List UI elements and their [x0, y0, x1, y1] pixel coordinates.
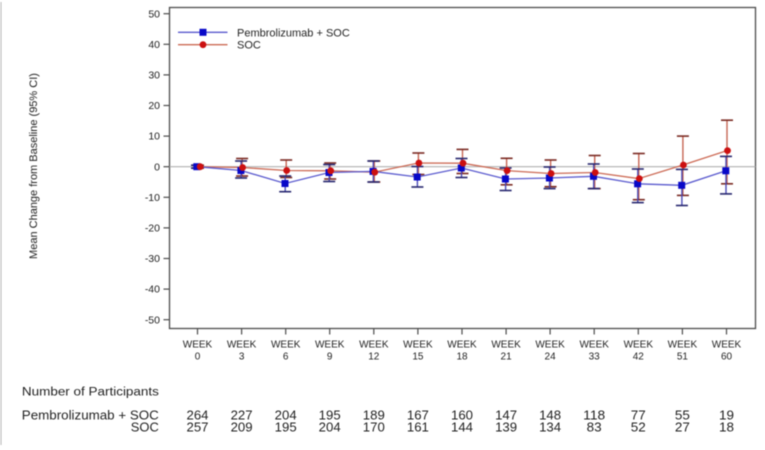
svg-text:WEEK: WEEK: [359, 340, 389, 351]
svg-text:Pembrolizumab + SOC: Pembrolizumab + SOC: [22, 409, 159, 423]
svg-text:WEEK: WEEK: [271, 340, 301, 351]
svg-text:77: 77: [631, 409, 646, 423]
svg-text:160: 160: [451, 409, 473, 423]
svg-text:WEEK: WEEK: [624, 340, 654, 351]
svg-text:WEEK: WEEK: [491, 340, 521, 351]
svg-text:257: 257: [187, 421, 209, 435]
svg-text:3: 3: [239, 352, 245, 363]
svg-text:83: 83: [587, 421, 602, 435]
svg-text:264: 264: [187, 409, 209, 423]
svg-text:118: 118: [583, 409, 605, 423]
svg-text:33: 33: [589, 352, 601, 363]
svg-text:-20: -20: [145, 223, 160, 235]
svg-text:-10: -10: [145, 192, 160, 204]
svg-text:24: 24: [545, 352, 557, 363]
svg-text:195: 195: [319, 409, 341, 423]
svg-text:60: 60: [721, 352, 733, 363]
svg-text:6: 6: [283, 352, 289, 363]
svg-text:WEEK: WEEK: [447, 340, 477, 351]
svg-text:161: 161: [407, 421, 429, 435]
svg-text:204: 204: [319, 421, 341, 435]
svg-text:SOC: SOC: [237, 40, 261, 52]
svg-text:51: 51: [677, 352, 689, 363]
svg-text:30: 30: [148, 70, 160, 82]
svg-text:12: 12: [368, 352, 380, 363]
svg-text:20: 20: [148, 100, 160, 112]
svg-text:40: 40: [148, 39, 160, 51]
svg-text:167: 167: [407, 409, 429, 423]
svg-text:204: 204: [275, 409, 297, 423]
svg-text:0: 0: [195, 352, 201, 363]
svg-text:18: 18: [456, 352, 468, 363]
svg-text:-50: -50: [145, 314, 160, 326]
svg-text:195: 195: [275, 421, 297, 435]
svg-text:55: 55: [675, 409, 690, 423]
svg-text:Mean Change from Baseline (95%: Mean Change from Baseline (95% CI): [28, 73, 40, 259]
svg-text:189: 189: [363, 409, 385, 423]
svg-text:WEEK: WEEK: [315, 340, 345, 351]
svg-text:0: 0: [154, 161, 160, 173]
svg-text:WEEK: WEEK: [579, 340, 609, 351]
svg-text:-40: -40: [145, 284, 160, 296]
svg-text:139: 139: [495, 421, 517, 435]
svg-text:209: 209: [231, 421, 253, 435]
svg-text:10: 10: [148, 131, 160, 143]
svg-text:WEEK: WEEK: [712, 340, 742, 351]
svg-text:15: 15: [412, 352, 424, 363]
svg-text:148: 148: [539, 409, 561, 423]
svg-text:52: 52: [631, 421, 646, 435]
svg-text:18: 18: [719, 421, 734, 435]
svg-text:-30: -30: [145, 253, 160, 265]
svg-text:50: 50: [148, 8, 160, 20]
svg-text:WEEK: WEEK: [668, 340, 698, 351]
svg-text:Number of Participants: Number of Participants: [22, 387, 159, 399]
svg-text:42: 42: [633, 352, 645, 363]
svg-text:WEEK: WEEK: [227, 340, 257, 351]
svg-text:134: 134: [539, 421, 561, 435]
svg-text:WEEK: WEEK: [535, 340, 565, 351]
svg-text:27: 27: [675, 421, 690, 435]
svg-text:Pembrolizumab + SOC: Pembrolizumab + SOC: [237, 27, 350, 39]
svg-text:SOC: SOC: [131, 421, 159, 435]
svg-text:170: 170: [363, 421, 385, 435]
svg-text:9: 9: [327, 352, 333, 363]
svg-text:19: 19: [719, 409, 734, 423]
svg-text:147: 147: [495, 409, 517, 423]
svg-text:227: 227: [231, 409, 253, 423]
svg-text:144: 144: [451, 421, 473, 435]
svg-text:WEEK: WEEK: [183, 340, 213, 351]
svg-text:21: 21: [501, 352, 513, 363]
svg-text:WEEK: WEEK: [403, 340, 433, 351]
